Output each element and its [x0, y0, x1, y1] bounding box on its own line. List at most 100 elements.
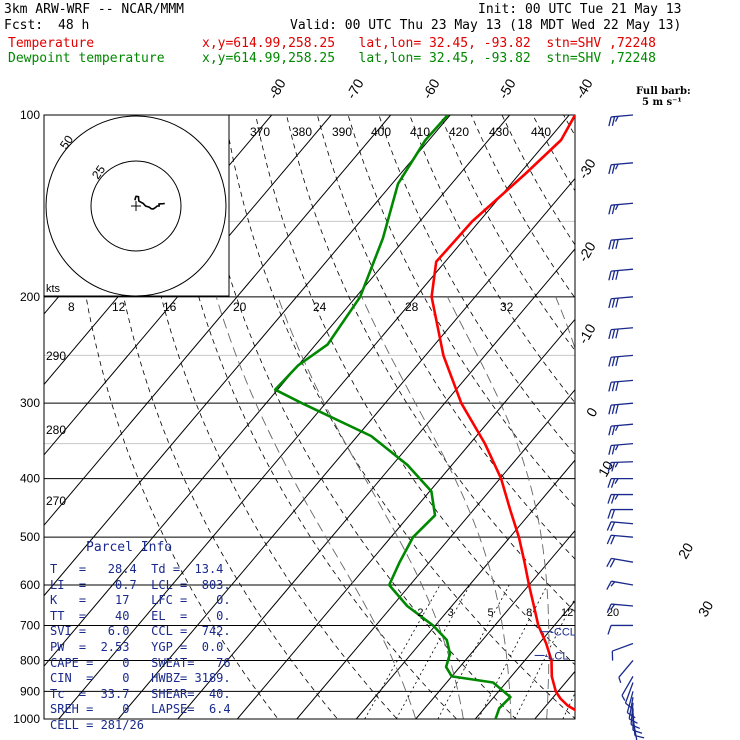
temperature-curve	[430, 115, 575, 712]
wind-barb-staff	[611, 442, 634, 447]
wind-barb	[608, 268, 634, 281]
wind-barb-staff	[618, 660, 634, 678]
wind-barb	[607, 493, 633, 504]
dry-adiabat-line	[501, 115, 575, 246]
wind-barb-staff	[611, 114, 634, 118]
isotherm-line	[117, 177, 575, 719]
temperature-legend-info: x,y=614.99,258.25 lat,lon= 32.45, -93.82…	[202, 36, 656, 51]
wind-barb-flag	[618, 677, 622, 684]
wind-barb-flag	[608, 164, 612, 175]
wind-barb-flag	[606, 535, 612, 545]
isotherm-line	[713, 115, 740, 719]
wind-barb-staff	[611, 268, 634, 272]
wind-barb-flag	[611, 329, 616, 339]
isotherm-label: -50	[495, 76, 519, 102]
wind-barb-flag	[611, 116, 616, 126]
moist-adiabat-line	[446, 296, 550, 719]
wind-barb-flag	[608, 270, 612, 281]
speed-label: 20	[233, 300, 247, 314]
isotherm-line	[296, 388, 575, 719]
pressure-tick-label: 500	[20, 530, 40, 544]
isotherm-line	[58, 115, 570, 719]
isotherm-label: -40	[572, 76, 596, 102]
wind-barb	[608, 379, 634, 392]
wind-barb-flag	[614, 204, 619, 211]
barb-legend-title: Full barb:	[636, 86, 691, 97]
mixing-ratio-label: 12	[561, 607, 573, 619]
speed-label: 32	[500, 300, 514, 314]
wind-barb	[618, 660, 634, 684]
sounding-curves	[273, 115, 575, 719]
wind-barb-flag	[628, 718, 638, 724]
wind-barb-flag	[611, 356, 616, 367]
header: 3km ARW-WRF -- NCAR/MMM Init: 00 UTC Tue…	[0, 0, 740, 70]
wind-barb	[626, 691, 636, 719]
dry-adiabat-line	[687, 115, 740, 732]
lcl-label: -LCL	[545, 650, 569, 662]
wind-barb-staff	[611, 202, 634, 206]
wind-barb-flag	[611, 204, 616, 215]
wind-barb-flag	[606, 580, 612, 590]
speed-label: 12	[112, 300, 126, 314]
isotherm-label: 0	[583, 405, 601, 420]
pressure-tick-label: 100	[20, 108, 40, 122]
wind-barb-flag	[615, 404, 619, 414]
parcel-info-row: CIN = 0 HWBZ= 3189.	[50, 671, 231, 686]
pressure-tick-label: 800	[20, 653, 40, 667]
isotherm-label: -60	[419, 76, 443, 102]
wind-barb-flag	[615, 328, 619, 339]
isotherm-line	[44, 115, 332, 456]
speed-label: 16	[163, 300, 177, 314]
wind-barb-flag	[607, 462, 612, 472]
wind-barb-flag	[608, 329, 612, 340]
wind-barbs	[606, 114, 645, 740]
parcel-info-row: Tc = 33.7 SHEAR= 40.	[50, 686, 231, 701]
dry-adiabat-line	[193, 115, 517, 719]
wind-barb-flag	[614, 116, 619, 122]
mixing-ratio-label: 5	[488, 607, 494, 619]
wind-barb	[608, 296, 634, 309]
wind-barb-flag	[608, 357, 612, 367]
wind-barb	[606, 521, 634, 532]
isotherm-label: -20	[575, 239, 599, 265]
dry-adiabat-line	[286, 115, 575, 613]
wind-barb	[608, 423, 634, 436]
speed-label: 28	[405, 300, 419, 314]
wind-barb-flag	[609, 558, 616, 568]
wind-barb-flag	[608, 205, 612, 215]
wind-barb	[608, 202, 634, 215]
dry-adiabat-line	[440, 115, 575, 352]
parcel-info-title: Parcel Info	[86, 540, 173, 555]
wind-barb-staff	[611, 534, 634, 538]
wind-barb	[624, 682, 634, 710]
theta-label: 370	[250, 125, 270, 139]
wind-barb-flag	[608, 425, 612, 436]
wind-barb-flag	[607, 478, 612, 488]
pressure-tick-label: 1000	[13, 712, 40, 726]
wind-barb-flag	[607, 625, 612, 635]
dewpoint-curve	[273, 115, 512, 719]
wind-barb	[606, 534, 634, 545]
mixing-ratio-line	[364, 584, 441, 719]
wind-barb-staff	[612, 642, 634, 652]
mixing-ratio-line	[514, 597, 575, 719]
mixing-ratio-label: 2	[417, 607, 423, 619]
mixing-ratio-line	[395, 584, 471, 719]
wind-barb	[630, 702, 641, 730]
isotherm-label: 20	[675, 540, 697, 562]
wind-barb-staff	[611, 162, 634, 166]
dry-adiabat-line	[532, 115, 575, 192]
theta-label: 440	[531, 125, 551, 139]
theta-label: 420	[449, 125, 469, 139]
wind-barb	[608, 354, 634, 367]
wind-barb-staff	[611, 296, 634, 300]
isotherm-line	[474, 600, 575, 719]
model-title: 3km ARW-WRF -- NCAR/MMM	[4, 2, 185, 17]
wind-barb-flag	[610, 581, 616, 587]
temperature-legend-label: Temperature	[8, 36, 95, 51]
theta-label: 290	[46, 349, 66, 363]
parcel-info-row: T = 28.4 Td = 13.4	[50, 562, 224, 576]
moist-adiabat-line	[361, 296, 512, 719]
pressure-tick-label: 300	[20, 396, 40, 410]
